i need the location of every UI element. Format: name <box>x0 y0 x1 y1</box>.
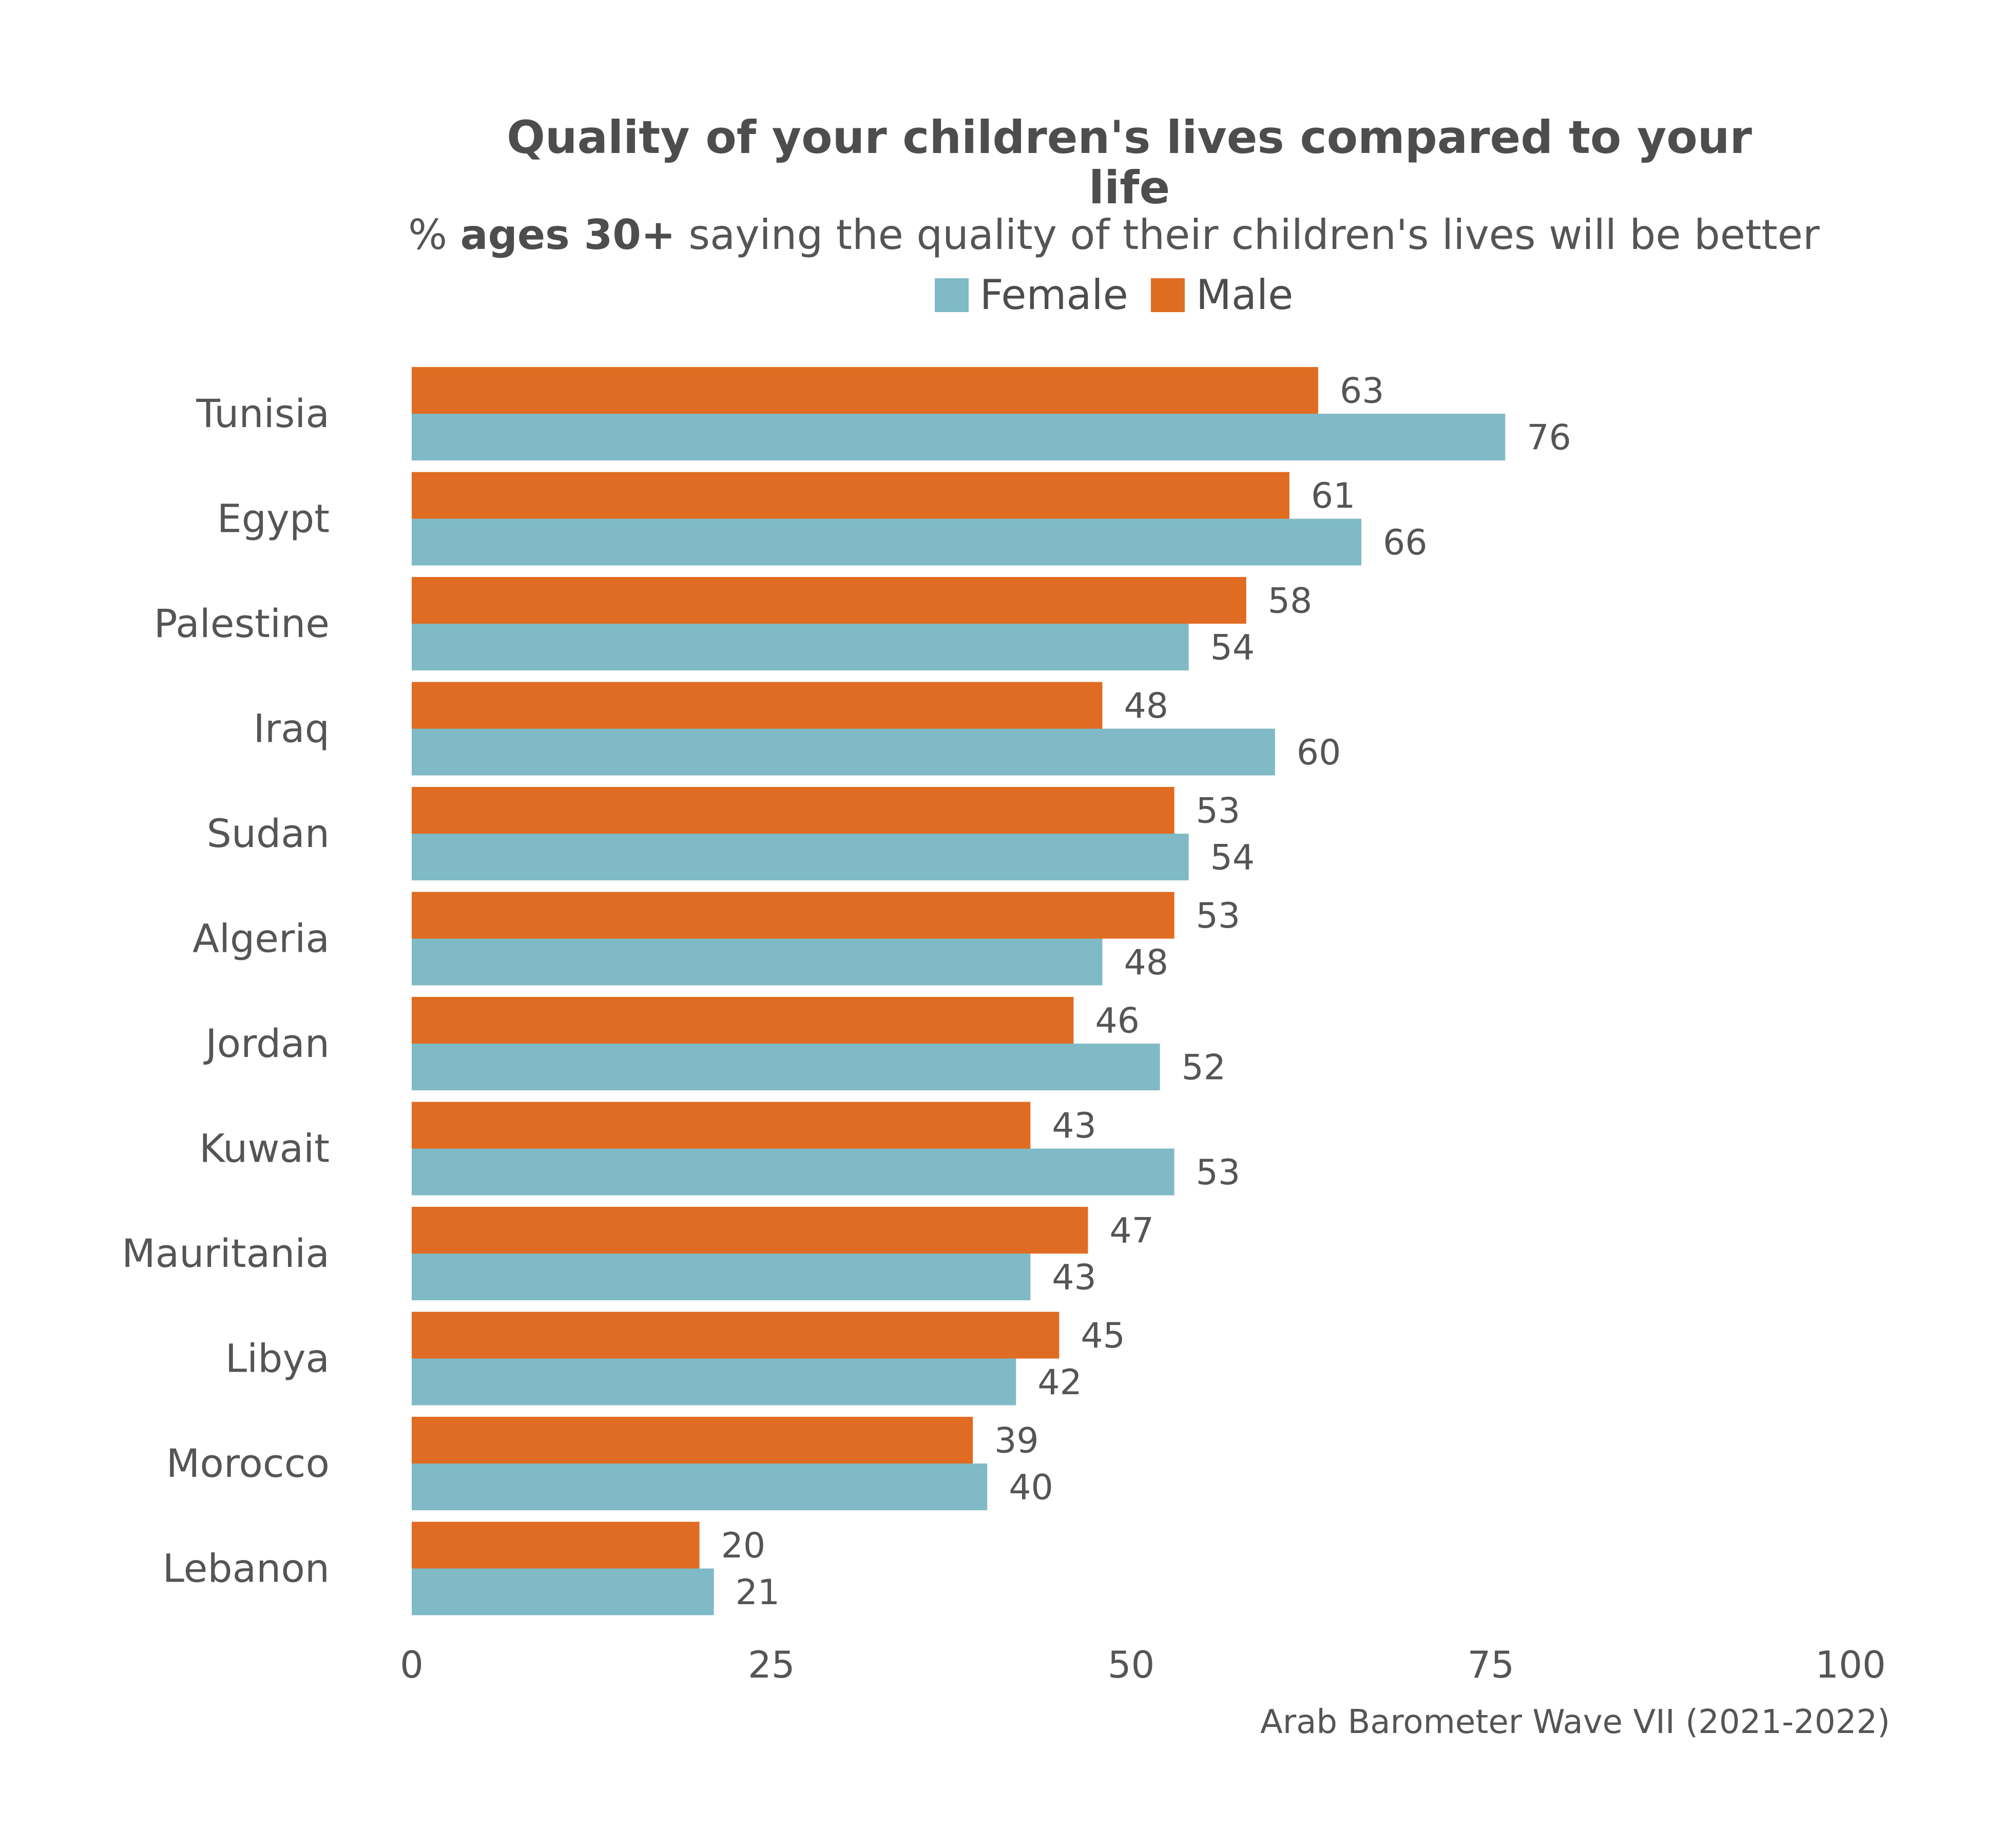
bar-iraq-male <box>412 682 1103 729</box>
value-label-mauritania-female: 43 <box>1052 1258 1096 1298</box>
bar-jordan-male <box>412 997 1074 1044</box>
bar-sudan-male <box>412 787 1175 834</box>
category-label-jordan: Jordan <box>203 1021 330 1066</box>
value-label-lebanon-female: 21 <box>736 1572 780 1613</box>
value-label-egypt-male: 61 <box>1311 476 1356 516</box>
chart-legend: Female Male <box>0 271 2002 319</box>
category-label-libya: Libya <box>225 1336 330 1381</box>
subtitle-prefix: % <box>408 211 448 259</box>
value-label-egypt-female: 66 <box>1383 523 1428 563</box>
bar-lebanon-female <box>412 1568 714 1615</box>
x-tick-label-100: 100 <box>1815 1643 1885 1686</box>
bar-palestine-female <box>412 624 1189 670</box>
subtitle-rest: saying the quality of their children's l… <box>688 211 1820 259</box>
source-caption: Arab Barometer Wave VII (2021-2022) <box>1260 1703 1890 1741</box>
bar-mauritania-male <box>412 1207 1088 1254</box>
legend-item-male: Male <box>1150 271 1294 319</box>
value-label-kuwait-female: 53 <box>1196 1152 1241 1193</box>
bar-iraq-female <box>412 728 1275 776</box>
legend-item-female: Female <box>934 271 1128 319</box>
x-tick-label-75: 75 <box>1467 1643 1514 1686</box>
bar-libya-male <box>412 1312 1060 1359</box>
bar-algeria-male <box>412 892 1175 939</box>
bar-mauritania-female <box>412 1254 1031 1300</box>
value-label-sudan-male: 53 <box>1196 791 1241 832</box>
category-label-sudan: Sudan <box>207 811 330 856</box>
value-label-libya-female: 42 <box>1037 1362 1082 1403</box>
bar-jordan-female <box>412 1044 1160 1090</box>
category-label-algeria: Algeria <box>192 916 330 961</box>
legend-label-female: Female <box>979 271 1128 319</box>
value-label-iraq-male: 48 <box>1124 686 1168 726</box>
category-label-morocco: Morocco <box>166 1440 330 1486</box>
value-label-kuwait-male: 43 <box>1052 1106 1096 1146</box>
chart-title-line-2: life <box>1088 161 1170 214</box>
value-label-iraq-female: 60 <box>1297 733 1341 773</box>
bar-egypt-female <box>412 518 1361 566</box>
bar-lebanon-male <box>412 1522 700 1569</box>
value-label-palestine-male: 58 <box>1268 581 1313 622</box>
bar-morocco-male <box>412 1417 973 1464</box>
x-tick-label-25: 25 <box>748 1643 795 1686</box>
legend-swatch-male <box>1150 278 1185 312</box>
category-label-kuwait: Kuwait <box>199 1126 330 1171</box>
value-label-tunisia-male: 63 <box>1340 371 1384 412</box>
bar-tunisia-female <box>412 414 1506 460</box>
bar-sudan-female <box>412 834 1189 880</box>
bar-libya-female <box>412 1358 1016 1406</box>
category-label-iraq: Iraq <box>254 706 330 752</box>
x-tick-label-0: 0 <box>400 1643 424 1686</box>
bar-palestine-male <box>412 577 1246 624</box>
bar-egypt-male <box>412 472 1289 519</box>
chart-title-line-1: Quality of your children's lives compare… <box>507 111 1752 164</box>
value-label-palestine-female: 54 <box>1210 628 1255 668</box>
value-label-jordan-female: 52 <box>1182 1048 1226 1088</box>
legend-label-male: Male <box>1196 271 1294 319</box>
bar-algeria-female <box>412 938 1103 986</box>
chart-subtitle: % ages 30+ saying the quality of their c… <box>0 209 2002 261</box>
value-label-jordan-male: 46 <box>1095 1001 1140 1042</box>
value-label-mauritania-male: 47 <box>1109 1211 1154 1252</box>
value-label-algeria-female: 48 <box>1124 942 1168 983</box>
category-label-egypt: Egypt <box>217 496 330 542</box>
category-label-mauritania: Mauritania <box>122 1230 330 1276</box>
x-tick-label-50: 50 <box>1108 1643 1155 1686</box>
value-label-algeria-male: 53 <box>1196 896 1241 936</box>
value-label-tunisia-female: 76 <box>1527 418 1571 458</box>
category-label-palestine: Palestine <box>154 601 330 646</box>
value-label-sudan-female: 54 <box>1210 838 1255 878</box>
bar-morocco-female <box>412 1464 988 1510</box>
bar-kuwait-female <box>412 1148 1175 1196</box>
value-label-morocco-male: 39 <box>994 1421 1039 1461</box>
category-label-tunisia: Tunisia <box>196 391 330 436</box>
value-label-lebanon-male: 20 <box>721 1526 766 1566</box>
bar-kuwait-male <box>412 1102 1031 1149</box>
bar-tunisia-male <box>412 367 1318 414</box>
value-label-morocco-female: 40 <box>1009 1468 1053 1508</box>
category-label-lebanon: Lebanon <box>163 1546 330 1591</box>
legend-swatch-female <box>934 278 969 312</box>
subtitle-bold: ages 30+ <box>460 211 676 259</box>
value-label-libya-male: 45 <box>1081 1316 1125 1356</box>
